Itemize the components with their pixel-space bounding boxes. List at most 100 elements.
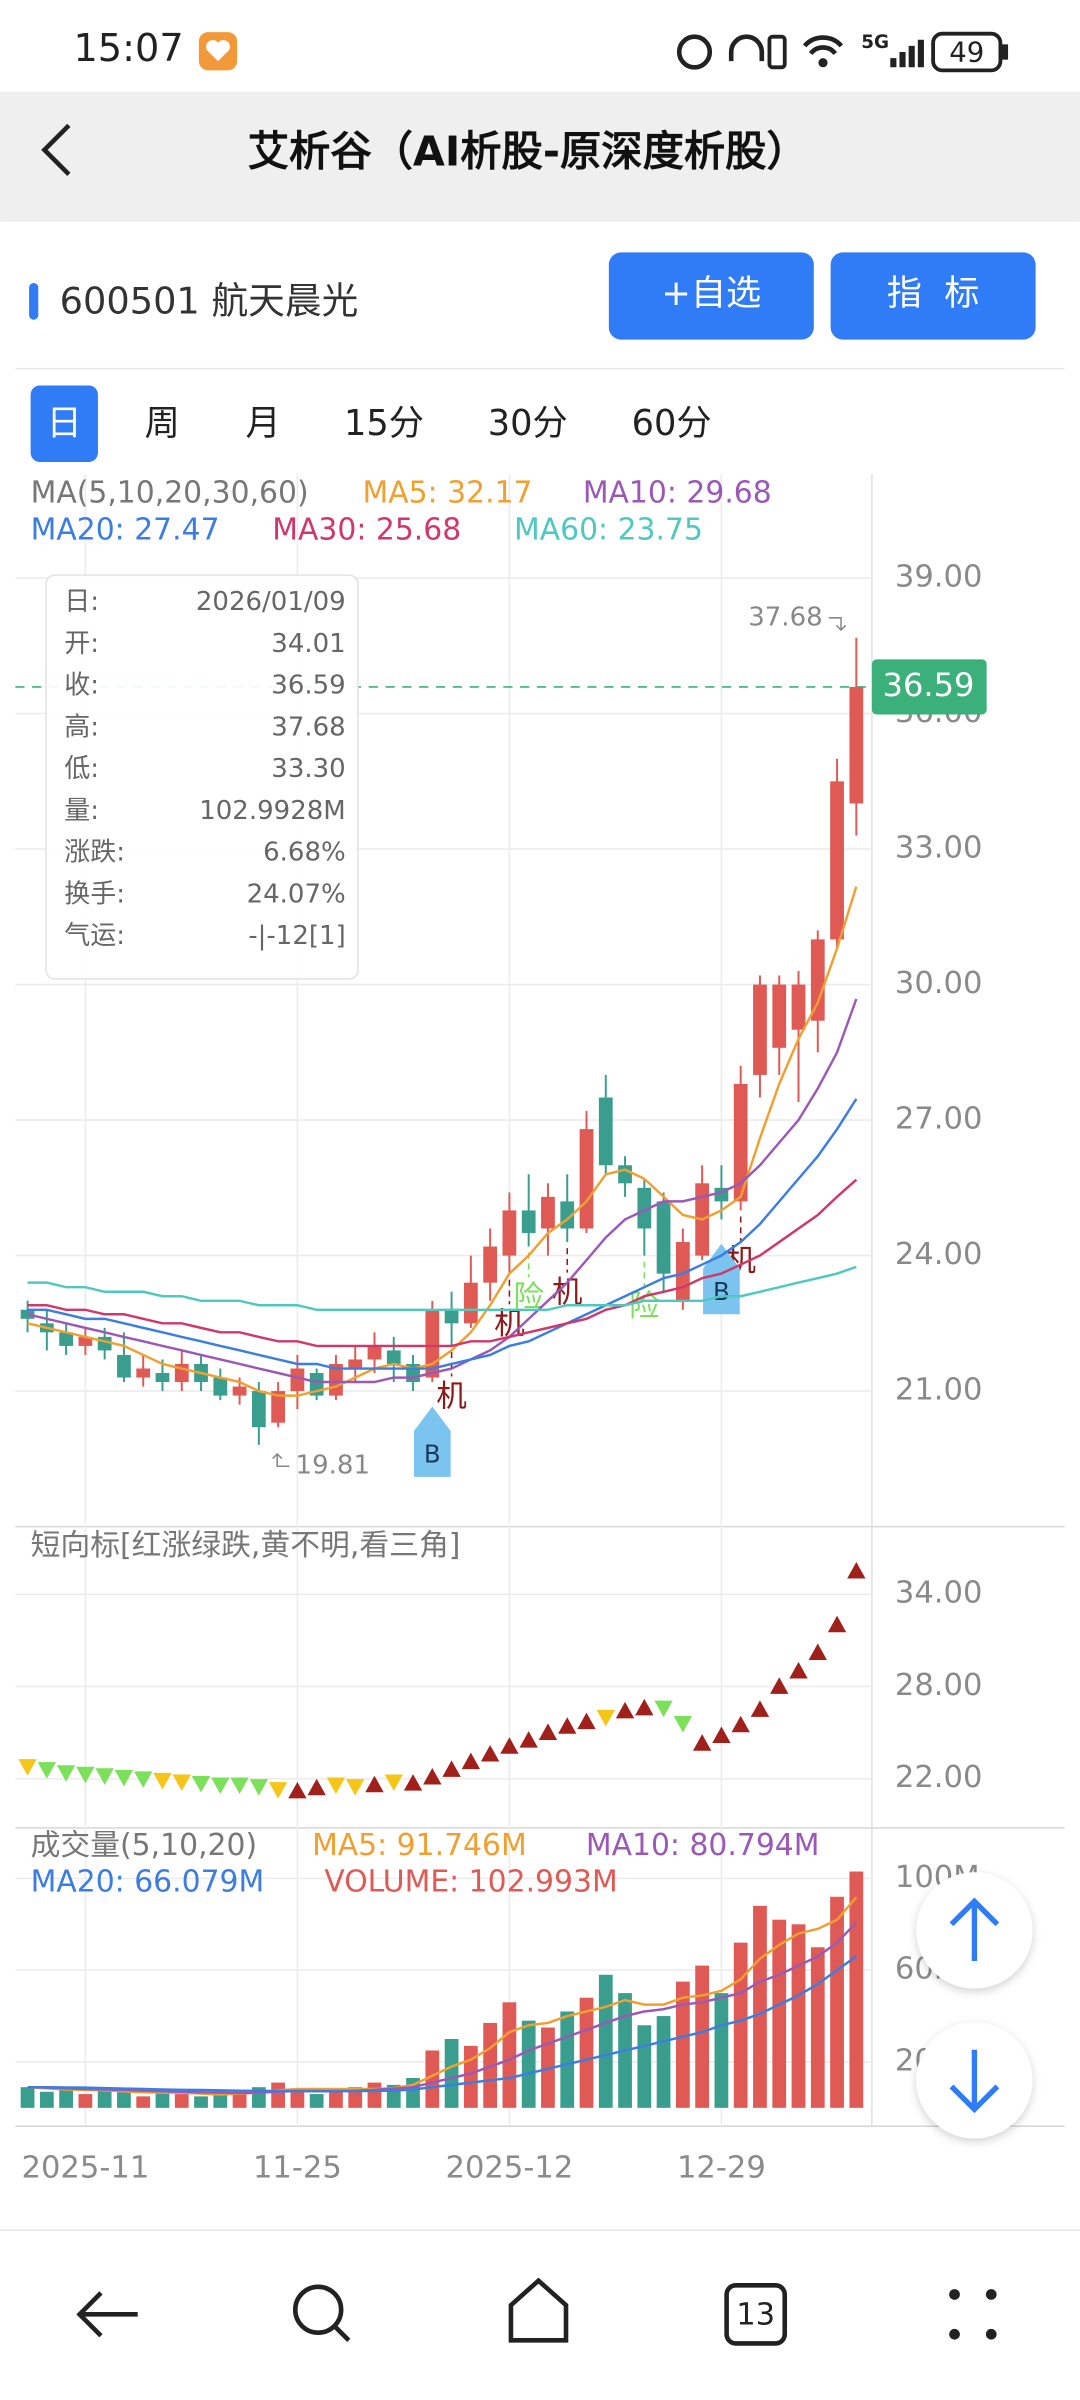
headphone-icon [728, 34, 765, 62]
legend-entry: VOLUME: 102.993M [324, 1864, 617, 1899]
period-tab[interactable]: 日 [47, 403, 82, 444]
candle-body [772, 984, 787, 1048]
ma-line [27, 1098, 858, 1370]
tooltip-value: 36.59 [271, 671, 345, 701]
tooltip: 日: 2026/01/09 开: 34.01 收: 36.59 高: 37.68 低: 33.30… [45, 574, 359, 980]
candle-body [830, 781, 844, 940]
period-tab[interactable]: 15分 [344, 403, 424, 444]
volume-bar [675, 1981, 690, 2108]
indicator-button[interactable] [830, 252, 1036, 340]
y-tick-label: 21.00 [895, 1373, 983, 1408]
candle-body [290, 1368, 305, 1392]
high-label: 37.68 [748, 602, 822, 632]
tooltip-label: 收: [64, 671, 99, 701]
candle-body [117, 1354, 131, 1378]
signal-triangle [384, 1774, 403, 1791]
tooltip-value: 24.07% [247, 879, 346, 909]
nav-back[interactable] [76, 2291, 138, 2338]
signal-triangle [461, 1752, 481, 1770]
volume-bar [753, 1905, 767, 2108]
nav-menu[interactable] [949, 2289, 997, 2340]
period-tab[interactable]: 30分 [488, 403, 568, 444]
tooltip-value: 37.68 [271, 712, 345, 742]
tooltip-label: 量: [64, 796, 99, 826]
candle-body [59, 1332, 74, 1346]
signal-icon [890, 39, 924, 68]
period-tab[interactable]: 60分 [632, 403, 712, 444]
legend-entry: MA60: 23.75 [514, 512, 703, 547]
signal-triangle [673, 1716, 693, 1733]
volume-bar [791, 1924, 806, 2108]
volume-bar [136, 2096, 151, 2108]
candle-body [251, 1391, 266, 1428]
price-tag [871, 659, 987, 715]
watchlist-button[interactable] [608, 252, 814, 340]
signal-triangle [114, 1769, 134, 1787]
volume-bar [695, 1965, 710, 2108]
nav-tabs[interactable] [724, 2282, 788, 2346]
nav-search[interactable] [292, 2284, 344, 2335]
nav-tab-count: 13 [736, 2297, 775, 2332]
period-tab[interactable]: 月 [246, 403, 281, 444]
signal-triangle [558, 1717, 577, 1734]
period-tab[interactable]: 周 [145, 403, 180, 444]
signal-triangle [519, 1731, 538, 1748]
y-tick-label: 24.00 [895, 1237, 983, 1272]
volume-bar [425, 2050, 440, 2108]
signal-triangle [538, 1723, 558, 1740]
buy-marker-label: B [424, 1439, 441, 1468]
candle-body [521, 1210, 536, 1233]
candle-body [618, 1165, 632, 1184]
battery-level: 49 [949, 37, 984, 69]
back-button[interactable] [41, 123, 71, 177]
ma-line [27, 1178, 858, 1348]
tooltip-label: 开: [64, 629, 99, 659]
candle-body [733, 1083, 748, 1202]
y-tick-label: 30.00 [895, 966, 983, 1001]
legend-entry: MA30: 25.68 [272, 512, 461, 547]
tooltip-label: 低: [64, 754, 99, 784]
x-tick-label: 11-25 [253, 2151, 342, 2186]
volume-bar [39, 2091, 54, 2108]
signal-triangle [712, 1726, 731, 1744]
y-tick-label: 33.00 [895, 831, 983, 866]
volume-bar [444, 2039, 459, 2108]
tooltip-value: 34.01 [271, 629, 345, 659]
legend-entry: MA5: 91.746M [312, 1828, 527, 1863]
down-arrow [949, 2049, 1000, 2114]
signal-triangle [615, 1701, 635, 1719]
nav-home[interactable] [508, 2277, 569, 2343]
tooltip-label: 日: [64, 587, 99, 617]
signal-triangle [480, 1744, 500, 1762]
candle-body [463, 1282, 478, 1324]
volume-bar [20, 2087, 35, 2108]
volume-bar [309, 2094, 324, 2108]
volume-bar [637, 2025, 652, 2108]
candle-body [367, 1345, 382, 1360]
volume-bar [598, 1974, 613, 2108]
signal-triangle [288, 1781, 307, 1799]
ma-line [27, 886, 858, 1397]
ma-line [27, 1921, 858, 2095]
candle-body [849, 686, 864, 804]
volume-bar [849, 1871, 864, 2108]
signal-triangle [423, 1768, 442, 1785]
candle-body [656, 1201, 671, 1274]
wifi-dot [818, 58, 828, 68]
stock-name: 600501 航天晨光 [60, 279, 359, 322]
signal-triangle [403, 1774, 423, 1791]
volume-bar [502, 2002, 517, 2108]
volume-bar [213, 2094, 228, 2108]
signal-triangle [56, 1765, 76, 1782]
legend-entry: MA10: 29.68 [583, 476, 772, 511]
ma-line [27, 998, 858, 1384]
volume-bar [97, 2089, 112, 2108]
y-tick-label: 27.00 [895, 1102, 983, 1137]
header-bar [0, 91, 1080, 222]
tooltip-value: 2026/01/09 [196, 587, 346, 617]
y-tick-label: 34.00 [895, 1576, 983, 1611]
tooltip-label: 高: [64, 712, 99, 742]
volume-bar [367, 2082, 382, 2108]
signal-triangle [326, 1777, 346, 1795]
